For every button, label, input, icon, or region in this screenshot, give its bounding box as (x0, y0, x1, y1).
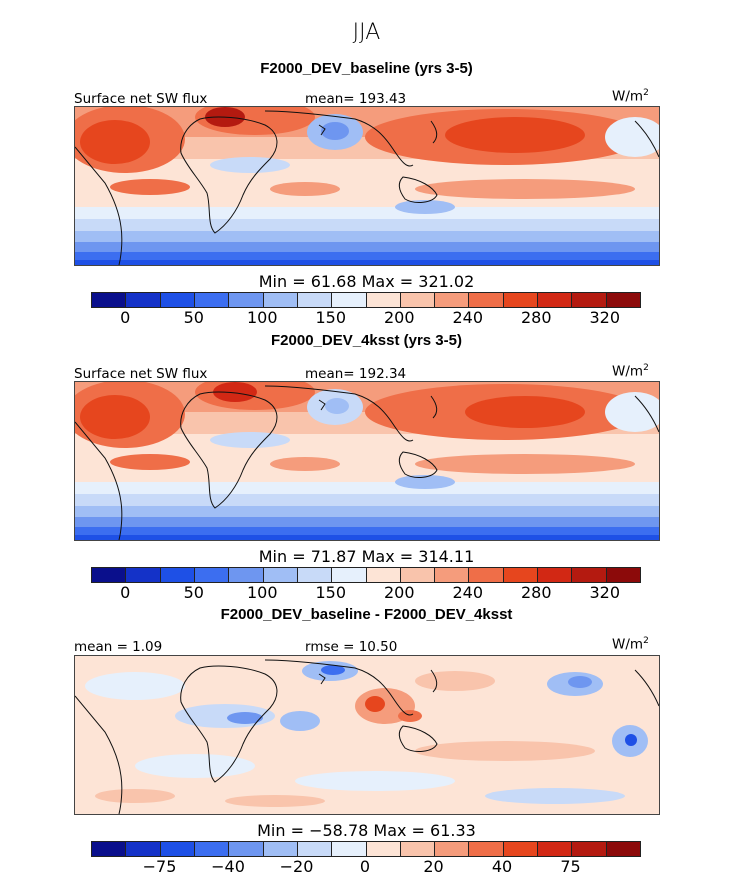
colorbar-swatch (92, 293, 127, 307)
colorbar-swatch (160, 293, 195, 307)
colorbar-swatch (606, 842, 640, 856)
panel1-colorbar (91, 292, 641, 308)
panel1-map (74, 106, 660, 266)
colorbar-tick-label: 280 (520, 583, 552, 602)
panel2-colorbar-ticks: 0 50 100 150 200 240 280 320 (91, 583, 639, 603)
colorbar-swatch (435, 293, 470, 307)
panel1-title: F2000_DEV_baseline (yrs 3-5) (260, 60, 473, 77)
panel2-map (74, 381, 660, 541)
colorbar-swatch (366, 568, 401, 582)
colorbar-swatch (606, 293, 640, 307)
colorbar-swatch (160, 842, 195, 856)
colorbar-swatch (572, 293, 607, 307)
colorbar-swatch (572, 842, 607, 856)
colorbar-swatch (435, 842, 470, 856)
colorbar-tick-label: 0 (359, 857, 371, 876)
colorbar-swatch (194, 568, 230, 582)
colorbar-tick-label: 40 (491, 857, 513, 876)
panel3-map (74, 655, 660, 815)
colorbar-swatch (332, 568, 367, 582)
colorbar-tick-label: −20 (279, 857, 314, 876)
colorbar-tick-label: 50 (183, 308, 204, 327)
panel2-variable-label: Surface net SW flux (74, 366, 208, 382)
colorbar-swatch (194, 842, 230, 856)
colorbar-tick-label: 0 (120, 308, 131, 327)
colorbar-tick-label: 100 (246, 583, 278, 602)
colorbar-tick-label: 320 (589, 308, 621, 327)
colorbar-tick-label: 200 (383, 583, 415, 602)
colorbar-swatch (92, 842, 127, 856)
colorbar-swatch (263, 842, 298, 856)
panel3-rmse-label: rmse = 10.50 (305, 639, 398, 655)
colorbar-tick-label: 150 (315, 308, 347, 327)
colorbar-swatch (297, 842, 333, 856)
colorbar-tick-label: −40 (211, 857, 245, 876)
colorbar-tick-label: 0 (120, 583, 131, 602)
panel2-units: W/m2 (612, 363, 649, 380)
colorbar-swatch (572, 568, 607, 582)
colorbar-tick-label: 280 (520, 308, 552, 327)
colorbar-swatch (297, 568, 333, 582)
colorbar-swatch (366, 842, 401, 856)
colorbar-swatch (435, 568, 470, 582)
colorbar-swatch (126, 842, 161, 856)
panel3-units: W/m2 (612, 636, 649, 653)
panel2-title: F2000_DEV_4ksst (yrs 3-5) (271, 332, 462, 349)
colorbar-tick-label: 200 (383, 308, 415, 327)
colorbar-tick-label: 240 (452, 583, 484, 602)
colorbar-swatch (263, 293, 298, 307)
colorbar-tick-label: 75 (560, 857, 581, 876)
colorbar-tick-label: 320 (589, 583, 621, 602)
panel2-mean-label: mean= 192.34 (305, 366, 407, 382)
colorbar-swatch (229, 568, 264, 582)
colorbar-swatch (332, 293, 367, 307)
colorbar-swatch (194, 293, 230, 307)
panel3-mean-label: mean = 1.09 (74, 639, 163, 655)
colorbar-tick-label: 50 (183, 583, 204, 602)
colorbar-tick-label: −75 (142, 857, 177, 876)
colorbar-swatch (366, 293, 401, 307)
colorbar-swatch (229, 842, 264, 856)
panel1-units: W/m2 (612, 88, 649, 105)
panel2-minmax: Min = 71.87 Max = 314.11 (258, 547, 475, 566)
colorbar-swatch (92, 568, 127, 582)
colorbar-swatch (400, 568, 436, 582)
panel3-minmax: Min = −58.78 Max = 61.33 (257, 821, 476, 840)
panel2-colorbar (91, 567, 641, 583)
colorbar-swatch (469, 568, 504, 582)
colorbar-swatch (538, 568, 573, 582)
colorbar-swatch (297, 293, 333, 307)
panel1-variable-label: Surface net SW flux (74, 91, 208, 107)
colorbar-swatch (538, 293, 573, 307)
colorbar-swatch (469, 842, 504, 856)
panel3-colorbar (91, 841, 641, 857)
panel3-title: F2000_DEV_baseline - F2000_DEV_4ksst (220, 606, 513, 623)
season-title: JJA (352, 20, 381, 45)
colorbar-tick-label: 100 (246, 308, 278, 327)
colorbar-tick-label: 240 (452, 308, 484, 327)
panel1-colorbar-ticks: 0 50 100 150 200 240 280 320 (91, 308, 639, 328)
colorbar-swatch (606, 568, 640, 582)
colorbar-swatch (503, 293, 539, 307)
colorbar-swatch (229, 293, 264, 307)
colorbar-swatch (538, 842, 573, 856)
colorbar-swatch (400, 842, 436, 856)
colorbar-swatch (400, 293, 436, 307)
colorbar-swatch (126, 568, 161, 582)
colorbar-swatch (263, 568, 298, 582)
colorbar-tick-label: 150 (315, 583, 347, 602)
colorbar-swatch (126, 293, 161, 307)
colorbar-tick-label: 20 (423, 857, 444, 876)
panel1-mean-label: mean= 193.43 (305, 91, 407, 107)
colorbar-swatch (503, 842, 539, 856)
colorbar-swatch (503, 568, 539, 582)
panel1-minmax: Min = 61.68 Max = 321.02 (258, 272, 475, 291)
colorbar-swatch (160, 568, 195, 582)
colorbar-swatch (469, 293, 504, 307)
colorbar-swatch (332, 842, 367, 856)
panel3-colorbar-ticks: −75 −40 −20 0 20 40 75 (91, 857, 639, 877)
